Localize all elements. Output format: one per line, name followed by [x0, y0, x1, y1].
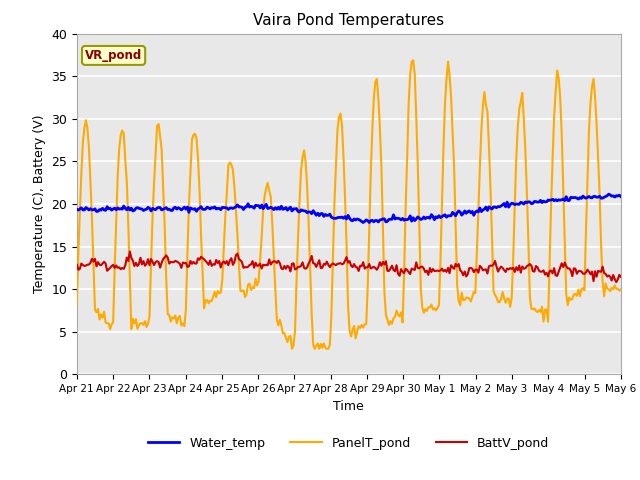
PanelT_pond [410, 58, 417, 63]
BattV_pond [73, 262, 81, 267]
PanelT_pond [73, 301, 81, 307]
PanelT_pond [140, 322, 147, 328]
BattV_pond [237, 257, 244, 263]
Line: Water_temp: Water_temp [77, 194, 621, 223]
PanelT_pond [262, 185, 270, 191]
BattV_pond [264, 263, 271, 268]
BattV_pond [141, 263, 149, 269]
PanelT_pond [235, 262, 243, 267]
Title: Vaira Pond Temperatures: Vaira Pond Temperatures [253, 13, 444, 28]
Legend: Water_temp, PanelT_pond, BattV_pond: Water_temp, PanelT_pond, BattV_pond [143, 432, 554, 455]
Line: PanelT_pond: PanelT_pond [77, 60, 621, 349]
Water_temp [359, 220, 367, 226]
Text: VR_pond: VR_pond [85, 49, 142, 62]
Water_temp [73, 206, 81, 212]
BattV_pond [126, 249, 134, 254]
Water_temp [253, 203, 261, 208]
Water_temp [311, 210, 319, 216]
BattV_pond [255, 263, 262, 268]
PanelT_pond [617, 287, 625, 292]
BattV_pond [617, 274, 625, 280]
PanelT_pond [312, 343, 320, 349]
Line: BattV_pond: BattV_pond [77, 252, 621, 282]
PanelT_pond [589, 76, 597, 82]
Water_temp [605, 192, 612, 197]
BattV_pond [312, 264, 320, 270]
Water_temp [235, 204, 243, 210]
Water_temp [140, 208, 147, 214]
PanelT_pond [253, 283, 261, 288]
X-axis label: Time: Time [333, 400, 364, 413]
PanelT_pond [288, 346, 296, 352]
Water_temp [617, 193, 625, 199]
Water_temp [262, 202, 270, 207]
Y-axis label: Temperature (C), Battery (V): Temperature (C), Battery (V) [33, 115, 45, 293]
BattV_pond [588, 269, 596, 275]
Water_temp [588, 195, 596, 201]
BattV_pond [612, 279, 620, 285]
